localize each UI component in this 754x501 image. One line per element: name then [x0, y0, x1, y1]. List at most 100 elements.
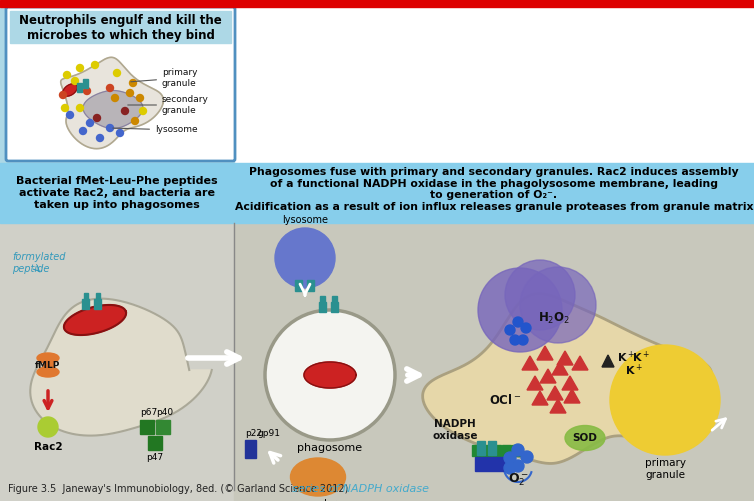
Polygon shape	[304, 362, 356, 388]
Polygon shape	[527, 376, 543, 390]
Bar	[234, 223, 754, 501]
Text: K$^+$: K$^+$	[617, 349, 635, 365]
Circle shape	[131, 118, 139, 125]
Circle shape	[136, 95, 143, 102]
Text: p47: p47	[146, 453, 164, 462]
Text: SOD: SOD	[572, 433, 597, 443]
Circle shape	[38, 417, 58, 437]
Text: primary
granule: primary granule	[130, 68, 198, 88]
Bar	[84, 293, 88, 300]
Text: lysosome: lysosome	[113, 125, 198, 134]
Text: Neutrophils engulf and kill the
microbes to which they bind: Neutrophils engulf and kill the microbes…	[19, 14, 222, 42]
Circle shape	[518, 335, 528, 345]
Bar	[0, 223, 234, 501]
Text: Figure 3.5  Janeway's Immunobiology, 8ed. (© Garland Science 2012): Figure 3.5 Janeway's Immunobiology, 8ed.…	[8, 484, 348, 494]
Circle shape	[505, 325, 515, 335]
Circle shape	[84, 88, 90, 95]
Bar	[472, 445, 481, 456]
Bar	[307, 280, 314, 291]
Polygon shape	[61, 57, 164, 149]
Bar	[319, 302, 326, 312]
Ellipse shape	[37, 353, 59, 363]
Polygon shape	[30, 299, 212, 435]
Bar	[140, 420, 154, 434]
Text: OCl$^-$: OCl$^-$	[489, 393, 521, 407]
Circle shape	[510, 335, 520, 345]
Bar	[331, 302, 338, 312]
Bar	[0, 163, 234, 223]
Polygon shape	[562, 376, 578, 390]
FancyBboxPatch shape	[6, 7, 235, 161]
Bar	[245, 440, 256, 458]
Circle shape	[66, 112, 73, 119]
Polygon shape	[83, 91, 143, 129]
Bar	[43, 362, 53, 370]
Text: p22: p22	[245, 429, 262, 438]
Ellipse shape	[290, 458, 345, 496]
Polygon shape	[564, 389, 580, 403]
Text: gp91: gp91	[258, 429, 281, 438]
Bar	[502, 445, 511, 456]
Bar	[234, 163, 754, 223]
Text: K$^+$: K$^+$	[632, 349, 650, 365]
Circle shape	[521, 323, 531, 333]
Polygon shape	[63, 84, 77, 96]
Circle shape	[76, 65, 84, 72]
Polygon shape	[547, 386, 563, 400]
Circle shape	[106, 125, 114, 131]
Polygon shape	[552, 361, 568, 375]
Ellipse shape	[565, 425, 605, 450]
Bar	[82, 299, 89, 309]
Circle shape	[521, 451, 533, 463]
Circle shape	[97, 134, 103, 141]
Circle shape	[275, 228, 335, 288]
Polygon shape	[550, 399, 566, 413]
Circle shape	[79, 127, 87, 134]
Circle shape	[106, 85, 114, 92]
Polygon shape	[572, 356, 588, 370]
Circle shape	[610, 345, 720, 455]
Circle shape	[114, 70, 121, 77]
Polygon shape	[64, 305, 126, 335]
Polygon shape	[423, 294, 711, 463]
Bar	[234, 7, 754, 163]
Circle shape	[504, 462, 516, 474]
Text: K$^+$: K$^+$	[625, 362, 643, 378]
Bar	[332, 296, 337, 303]
Bar	[488, 441, 496, 455]
Bar	[295, 280, 302, 291]
Bar	[475, 457, 513, 471]
Bar	[83, 79, 88, 88]
Circle shape	[72, 78, 78, 85]
Polygon shape	[557, 351, 573, 365]
Circle shape	[121, 108, 128, 115]
Bar	[0, 7, 234, 501]
Text: Phagosomes fuse with primary and secondary granules. Rac2 induces assembly
of a : Phagosomes fuse with primary and seconda…	[234, 167, 753, 212]
Bar	[512, 445, 521, 456]
Text: Bacterial fMet-Leu-Phe peptides
activate Rac2, and bacteria are
taken up into ph: Bacterial fMet-Leu-Phe peptides activate…	[16, 176, 218, 209]
Circle shape	[62, 105, 69, 112]
Circle shape	[520, 267, 596, 343]
Polygon shape	[540, 369, 556, 383]
Text: NADPH
oxidase: NADPH oxidase	[432, 419, 478, 441]
Text: series of NADPH oxidase: series of NADPH oxidase	[292, 484, 429, 494]
Bar	[492, 445, 501, 456]
Text: lysosome: lysosome	[282, 215, 328, 225]
Polygon shape	[537, 346, 553, 360]
Bar	[320, 296, 325, 303]
Bar	[234, 163, 754, 223]
Bar	[10, 11, 231, 43]
Circle shape	[512, 460, 524, 472]
Ellipse shape	[37, 367, 59, 377]
Circle shape	[505, 260, 575, 330]
Circle shape	[504, 452, 516, 464]
Text: primary
granule: primary granule	[645, 458, 685, 479]
Circle shape	[265, 310, 395, 440]
Polygon shape	[602, 355, 614, 367]
Bar	[0, 163, 234, 223]
Text: secondary
granule: secondary granule	[293, 499, 343, 501]
Polygon shape	[522, 356, 538, 370]
Circle shape	[512, 444, 524, 456]
Circle shape	[91, 62, 99, 69]
Text: formylated
peptide: formylated peptide	[12, 252, 66, 274]
